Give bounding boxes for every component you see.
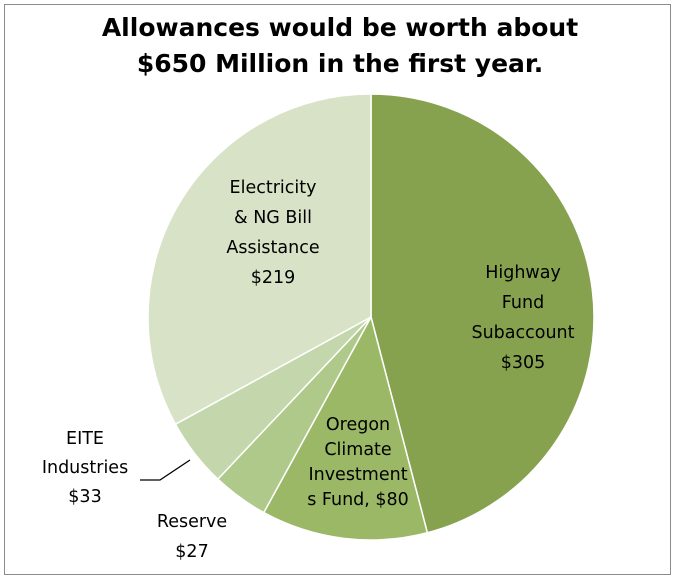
pie-label-eite-line: Industries xyxy=(42,458,128,478)
pie-labels: Highway Fund Subaccount $305 Oregon Climate In… xyxy=(42,178,575,562)
pie-label-eite-line: EITE xyxy=(66,429,104,449)
pie-label-electricity-line: Electricity xyxy=(230,178,317,198)
chart-title-line-1: Allowances would be worth about xyxy=(101,13,579,42)
chart-title: Allowances would be worth about $650 Mil… xyxy=(0,10,680,82)
pie-label-highway-line: Fund xyxy=(502,293,544,313)
pie-label-highway-line: $305 xyxy=(501,353,546,373)
pie-label-reserve-line: Reserve xyxy=(157,512,227,532)
pie-label-eite-line: $33 xyxy=(68,487,101,507)
pie-label-reserve: Reserve $27 xyxy=(157,512,227,562)
pie-label-highway-line: Highway xyxy=(485,263,561,283)
pie-slices xyxy=(147,93,595,541)
pie-label-electricity: Electricity & NG Bill Assistance $219 xyxy=(226,178,319,288)
chart-title-line-2: $650 Million in the first year. xyxy=(136,49,544,78)
pie-label-oregon-line: Investment xyxy=(308,465,407,485)
pie-label-highway-line: Subaccount xyxy=(471,323,574,343)
pie-slice-highway xyxy=(370,93,595,534)
pie-label-electricity-line: & NG Bill xyxy=(234,208,312,228)
pie-label-eite: EITE Industries $33 xyxy=(42,429,128,507)
pie-slice-electricity xyxy=(147,93,372,426)
pie-label-electricity-line: Assistance xyxy=(226,238,319,258)
pie-label-highway: Highway Fund Subaccount $305 xyxy=(471,263,574,373)
pie-label-oregon-line: Oregon xyxy=(326,415,390,435)
eite-leader-line xyxy=(140,459,191,481)
pie-label-reserve-line: $27 xyxy=(175,542,208,562)
pie-slice-oregon xyxy=(262,314,429,541)
pie-label-oregon-line: s Fund, $80 xyxy=(307,490,409,510)
pie-label-electricity-line: $219 xyxy=(251,268,296,288)
pie-label-oregon-line: Climate xyxy=(324,440,391,460)
pie-label-oregon: Oregon Climate Investment s Fund, $80 xyxy=(307,415,409,510)
